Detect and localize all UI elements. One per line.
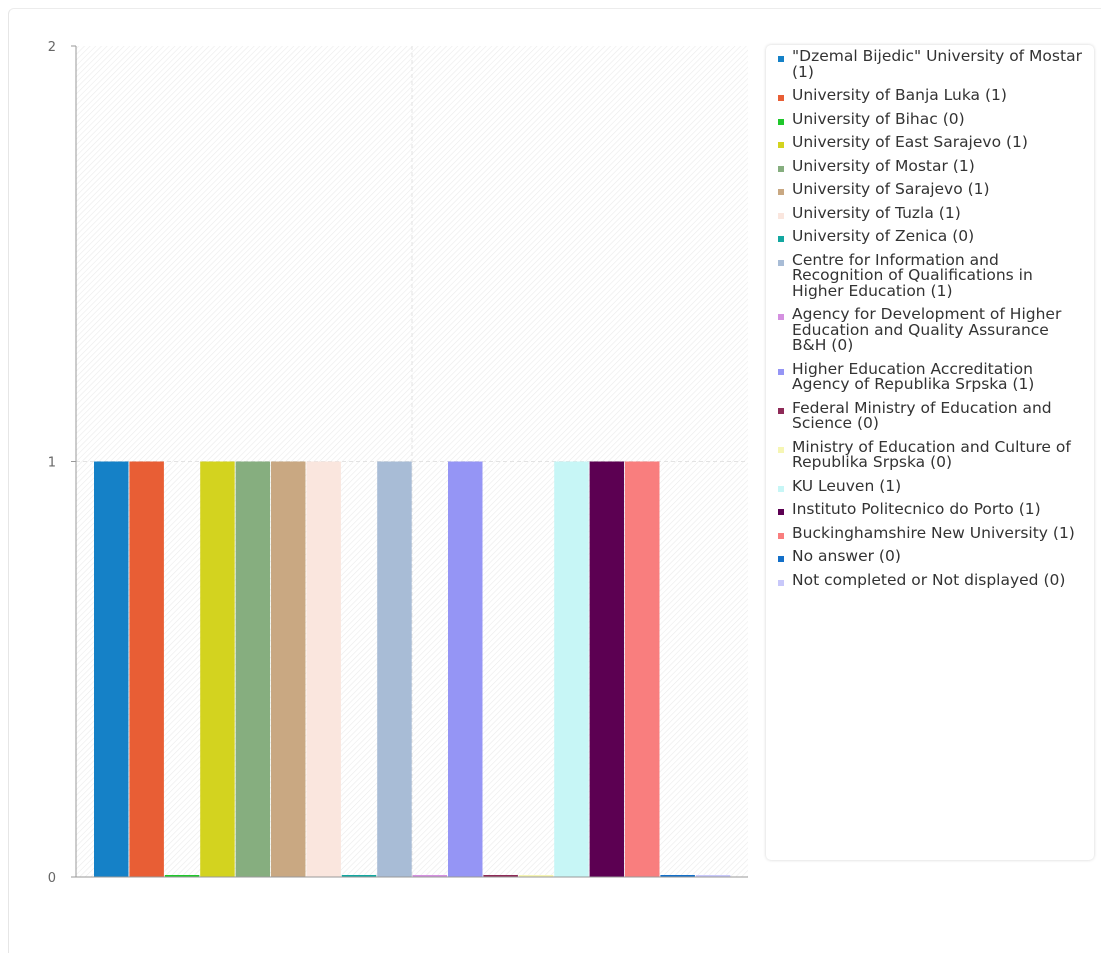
- bar[interactable]: [377, 461, 412, 878]
- bar[interactable]: [94, 461, 129, 878]
- bar[interactable]: [448, 461, 483, 878]
- bar[interactable]: [306, 461, 341, 878]
- legend-item[interactable]: Centre for Information and Recognition o…: [778, 252, 1094, 300]
- bar[interactable]: [129, 461, 164, 878]
- bar[interactable]: [412, 875, 448, 877]
- bar[interactable]: [235, 461, 271, 878]
- legend-swatch: [778, 446, 784, 453]
- legend-swatch: [778, 118, 784, 125]
- legend-item[interactable]: Not completed or Not displayed (0): [778, 572, 1094, 589]
- legend-item[interactable]: Instituto Politecnico do Porto (1): [778, 501, 1094, 518]
- legend-swatch: [778, 212, 784, 219]
- legend-label: Buckinghamshire New University (1): [792, 523, 1075, 542]
- bar[interactable]: [695, 875, 731, 877]
- legend-swatch: [778, 407, 784, 414]
- legend-label: University of East Sarajevo (1): [792, 133, 1028, 151]
- legend-item[interactable]: University of Zenica (0): [778, 228, 1094, 245]
- legend-item[interactable]: Higher Education Accreditation Agency of…: [778, 361, 1094, 393]
- legend-item[interactable]: University of Banja Luka (1): [778, 87, 1094, 104]
- legend-item[interactable]: University of Sarajevo (1): [778, 181, 1094, 198]
- bar[interactable]: [625, 461, 660, 878]
- bar[interactable]: [271, 461, 306, 878]
- legend-label: "Dzemal Bijedic" University of Mostar (1…: [792, 47, 1082, 81]
- legend-label: Higher Education Accreditation Agency of…: [792, 359, 1035, 393]
- bar[interactable]: [164, 875, 200, 877]
- bar[interactable]: [660, 875, 695, 877]
- legend-swatch: [778, 56, 784, 62]
- bar[interactable]: [518, 875, 554, 877]
- legend-item[interactable]: Buckinghamshire New University (1): [778, 525, 1094, 542]
- chart-legend: "Dzemal Bijedic" University of Mostar (1…: [766, 45, 1094, 860]
- legend-swatch: [778, 532, 784, 539]
- legend-swatch: [778, 236, 784, 242]
- bar-chart: 0 1 2: [48, 40, 748, 886]
- legend-item[interactable]: KU Leuven (1): [778, 478, 1094, 495]
- legend-label: Federal Ministry of Education and Scienc…: [792, 398, 1052, 432]
- legend-swatch: [778, 165, 784, 172]
- legend-item[interactable]: University of East Sarajevo (1): [778, 134, 1094, 151]
- legend-label: University of Mostar (1): [792, 156, 975, 175]
- legend-item[interactable]: Federal Ministry of Education and Scienc…: [778, 400, 1094, 432]
- bar[interactable]: [200, 461, 235, 878]
- legend-swatch: [778, 485, 784, 492]
- legend-swatch: [778, 368, 784, 375]
- bar[interactable]: [483, 875, 518, 877]
- legend-label: Instituto Politecnico do Porto (1): [792, 500, 1041, 518]
- legend-item[interactable]: No answer (0): [778, 548, 1094, 565]
- legend-swatch: [778, 314, 784, 320]
- legend-swatch: [778, 579, 784, 586]
- legend-swatch: [778, 95, 784, 101]
- legend-label: Ministry of Education and Culture of Rep…: [792, 437, 1071, 471]
- legend-label: Centre for Information and Recognition o…: [792, 250, 1033, 300]
- legend-item[interactable]: University of Tuzla (1): [778, 205, 1094, 222]
- legend-label: Agency for Development of Higher Educati…: [792, 305, 1062, 354]
- legend-label: University of Bihac (0): [792, 109, 965, 128]
- legend-swatch: [778, 259, 784, 266]
- legend-label: Not completed or Not displayed (0): [792, 570, 1066, 589]
- bar[interactable]: [589, 461, 625, 878]
- y-tick-label: 0: [48, 871, 56, 886]
- legend-swatch: [778, 142, 784, 148]
- legend-label: KU Leuven (1): [792, 476, 902, 495]
- legend-swatch: [778, 556, 784, 562]
- y-tick-label: 2: [48, 40, 56, 55]
- legend-item[interactable]: University of Mostar (1): [778, 158, 1094, 175]
- legend-label: University of Sarajevo (1): [792, 180, 990, 198]
- legend-label: University of Tuzla (1): [792, 203, 961, 222]
- bar[interactable]: [554, 461, 589, 878]
- legend-item[interactable]: University of Bihac (0): [778, 111, 1094, 128]
- legend-swatch: [778, 509, 784, 515]
- y-tick-label: 1: [48, 456, 56, 471]
- legend-label: University of Zenica (0): [792, 227, 975, 245]
- legend-item[interactable]: "Dzemal Bijedic" University of Mostar (1…: [778, 48, 1094, 80]
- legend-label: University of Banja Luka (1): [792, 86, 1007, 104]
- legend-item[interactable]: Agency for Development of Higher Educati…: [778, 306, 1094, 354]
- legend-label: No answer (0): [792, 547, 901, 565]
- legend-swatch: [778, 189, 784, 195]
- legend-item[interactable]: Ministry of Education and Culture of Rep…: [778, 439, 1094, 471]
- chart-card: [8, 8, 1101, 953]
- bar[interactable]: [341, 875, 377, 877]
